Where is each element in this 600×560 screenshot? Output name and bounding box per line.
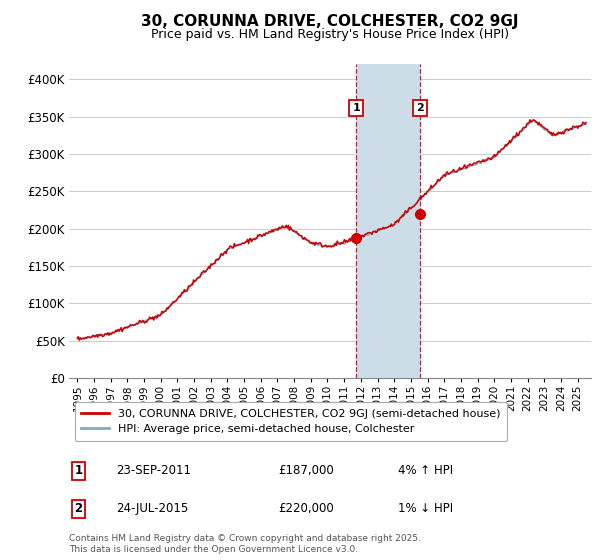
Text: 2: 2 [74, 502, 82, 515]
Text: 1: 1 [74, 464, 82, 478]
Text: 2: 2 [416, 102, 424, 113]
Text: Price paid vs. HM Land Registry's House Price Index (HPI): Price paid vs. HM Land Registry's House … [151, 28, 509, 41]
Text: 1: 1 [352, 102, 360, 113]
Text: Contains HM Land Registry data © Crown copyright and database right 2025.
This d: Contains HM Land Registry data © Crown c… [69, 534, 421, 554]
Legend: 30, CORUNNA DRIVE, COLCHESTER, CO2 9GJ (semi-detached house), HPI: Average price: 30, CORUNNA DRIVE, COLCHESTER, CO2 9GJ (… [74, 402, 507, 441]
Text: £220,000: £220,000 [278, 502, 334, 515]
Bar [356, 64, 420, 378]
Text: £187,000: £187,000 [278, 464, 334, 478]
Text: 24-JUL-2015: 24-JUL-2015 [116, 502, 188, 515]
Text: 4% ↑ HPI: 4% ↑ HPI [398, 464, 453, 478]
Text: 23-SEP-2011: 23-SEP-2011 [116, 464, 191, 478]
Text: 30, CORUNNA DRIVE, COLCHESTER, CO2 9GJ: 30, CORUNNA DRIVE, COLCHESTER, CO2 9GJ [141, 14, 519, 29]
Text: 1% ↓ HPI: 1% ↓ HPI [398, 502, 453, 515]
